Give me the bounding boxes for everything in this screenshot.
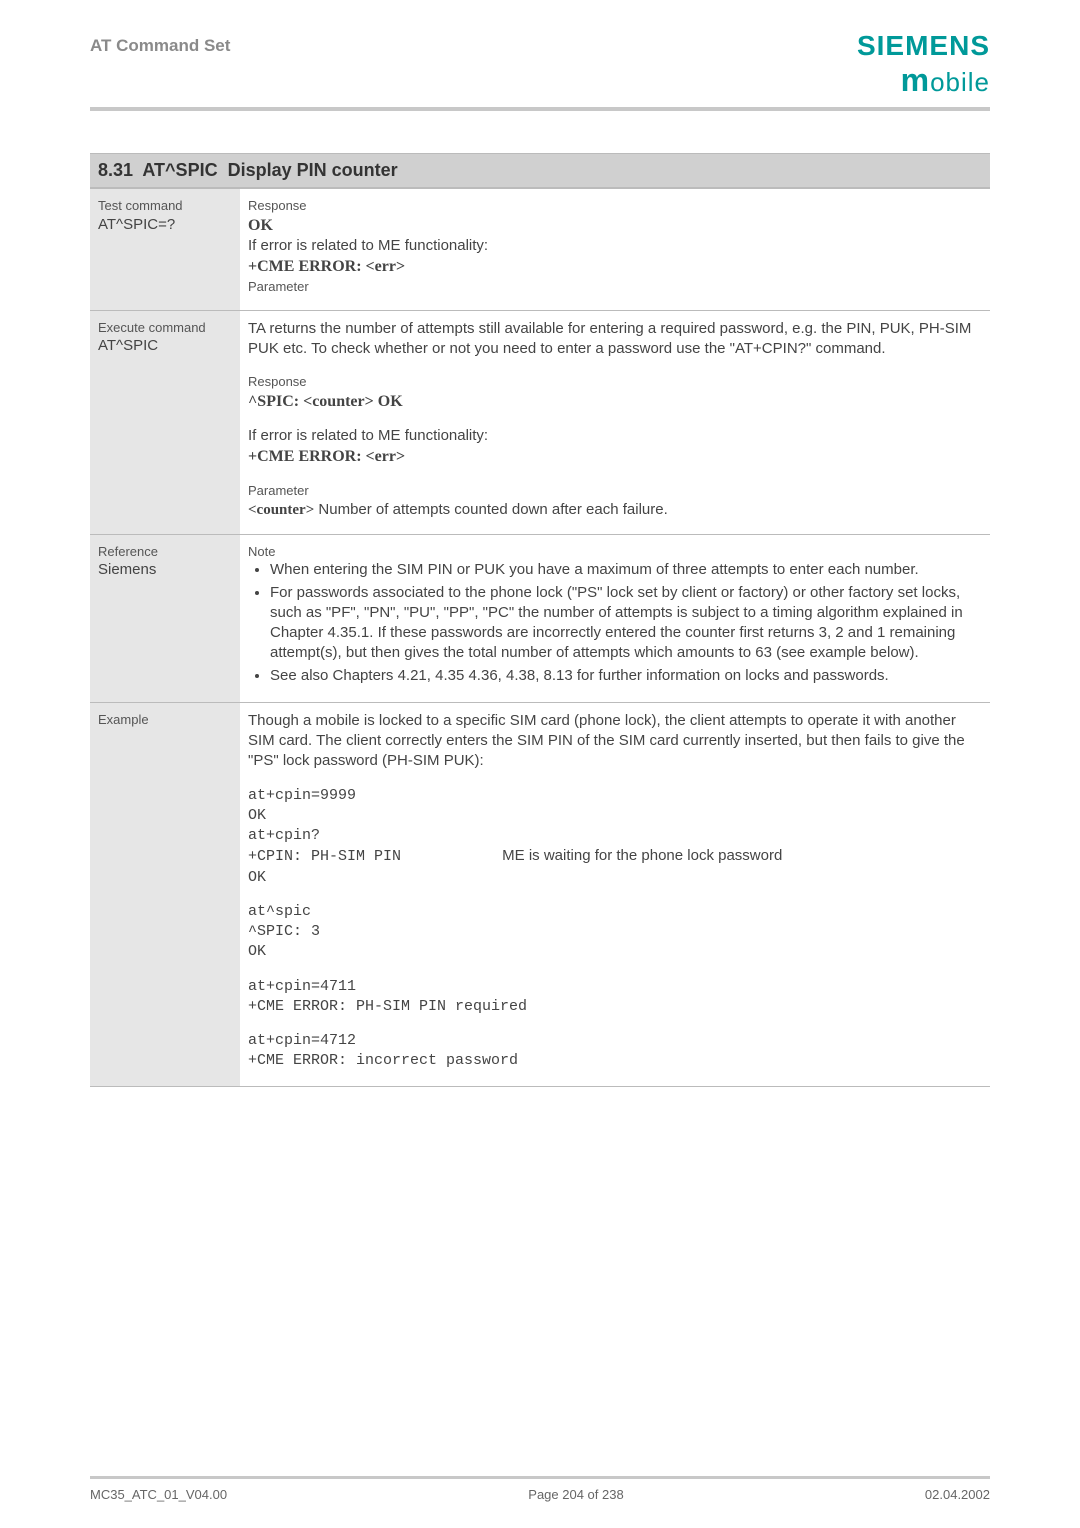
- exec-error-line: +CME ERROR: <err>: [248, 446, 982, 468]
- exec-response-label: Response: [248, 373, 982, 391]
- test-command-label-cell: Test command AT^SPIC=?: [90, 189, 240, 311]
- exec-response-line: ^SPIC: <counter> OK: [248, 391, 982, 413]
- example-line-8: OK: [248, 942, 982, 962]
- example-line-2: OK: [248, 806, 982, 826]
- counter-desc: Number of attempts counted down after ea…: [314, 501, 668, 518]
- response-label: Response: [248, 197, 982, 215]
- note-bullet-1: When entering the SIM PIN or PUK you hav…: [270, 560, 982, 580]
- example-line-4b: ME is waiting for the phone lock passwor…: [502, 847, 782, 864]
- test-command-body: Response OK If error is related to ME fu…: [240, 189, 990, 311]
- example-body: Though a mobile is locked to a specific …: [240, 702, 990, 1086]
- logo-siemens-text: SIEMENS: [857, 30, 990, 62]
- section-heading: 8.31 AT^SPIC Display PIN counter: [90, 153, 990, 188]
- notes-list: When entering the SIM PIN or PUK you hav…: [248, 560, 982, 686]
- execute-command-row: Execute command AT^SPIC TA returns the n…: [90, 310, 990, 534]
- example-line-5: OK: [248, 868, 982, 888]
- example-line-7: ^SPIC: 3: [248, 922, 982, 942]
- test-command-row: Test command AT^SPIC=? Response OK If er…: [90, 189, 990, 311]
- example-label: Example: [98, 711, 232, 729]
- footer-right: 02.04.2002: [925, 1487, 990, 1502]
- response-ok: OK: [248, 215, 982, 237]
- execute-command-body: TA returns the number of attempts still …: [240, 310, 990, 534]
- exec-param-desc: <counter> Number of attempts counted dow…: [248, 500, 982, 520]
- reference-label: Reference: [98, 543, 232, 561]
- note-bullet-3: See also Chapters 4.21, 4.35 4.36, 4.38,…: [270, 666, 982, 686]
- exec-error-intro: If error is related to ME functionality:: [248, 426, 982, 446]
- example-line-11: at+cpin=4712: [248, 1031, 982, 1051]
- example-line-9: at+cpin=4711: [248, 977, 982, 997]
- page-footer: MC35_ATC_01_V04.00 Page 204 of 238 02.04…: [90, 1476, 990, 1502]
- page-header: AT Command Set SIEMENS mobile: [90, 30, 990, 99]
- header-divider: [90, 107, 990, 111]
- section-command: AT^SPIC: [142, 160, 217, 180]
- section-number: 8.31: [98, 160, 133, 180]
- note-label: Note: [248, 543, 982, 561]
- footer-center: Page 204 of 238: [528, 1487, 623, 1502]
- example-line-12: +CME ERROR: incorrect password: [248, 1051, 982, 1071]
- example-line-6: at^spic: [248, 902, 982, 922]
- example-line-3: at+cpin?: [248, 826, 982, 846]
- example-row: Example Though a mobile is locked to a s…: [90, 702, 990, 1086]
- logo-m: m: [901, 62, 930, 98]
- example-label-cell: Example: [90, 702, 240, 1086]
- example-line-4a: +CPIN: PH-SIM PIN: [248, 847, 498, 867]
- reference-label-cell: Reference Siemens: [90, 534, 240, 702]
- example-line-10: +CME ERROR: PH-SIM PIN required: [248, 997, 982, 1017]
- execute-desc: TA returns the number of attempts still …: [248, 319, 982, 360]
- exec-param-label: Parameter: [248, 482, 982, 500]
- reference-body: Note When entering the SIM PIN or PUK yo…: [240, 534, 990, 702]
- logo-obile: obile: [930, 67, 990, 97]
- header-title: AT Command Set: [90, 30, 230, 56]
- section-title: Display PIN counter: [228, 160, 398, 180]
- siemens-logo: SIEMENS mobile: [857, 30, 990, 99]
- reference-value: Siemens: [98, 560, 232, 580]
- test-command-label: Test command: [98, 197, 232, 215]
- execute-command-label: Execute command: [98, 319, 232, 337]
- command-table: Test command AT^SPIC=? Response OK If er…: [90, 188, 990, 1087]
- note-bullet-2: For passwords associated to the phone lo…: [270, 583, 982, 664]
- test-command-syntax: AT^SPIC=?: [98, 215, 232, 235]
- error-line: +CME ERROR: <err>: [248, 256, 982, 278]
- page-container: AT Command Set SIEMENS mobile 8.31 AT^SP…: [0, 0, 1080, 1087]
- execute-command-syntax: AT^SPIC: [98, 336, 232, 356]
- counter-token: <counter>: [248, 502, 314, 518]
- parameter-label: Parameter: [248, 278, 982, 296]
- example-line-1: at+cpin=9999: [248, 786, 982, 806]
- error-intro: If error is related to ME functionality:: [248, 236, 982, 256]
- example-intro: Though a mobile is locked to a specific …: [248, 711, 982, 772]
- execute-command-label-cell: Execute command AT^SPIC: [90, 310, 240, 534]
- reference-row: Reference Siemens Note When entering the…: [90, 534, 990, 702]
- logo-mobile-text: mobile: [857, 62, 990, 99]
- example-line-4: +CPIN: PH-SIM PIN ME is waiting for the …: [248, 846, 982, 867]
- footer-left: MC35_ATC_01_V04.00: [90, 1487, 227, 1502]
